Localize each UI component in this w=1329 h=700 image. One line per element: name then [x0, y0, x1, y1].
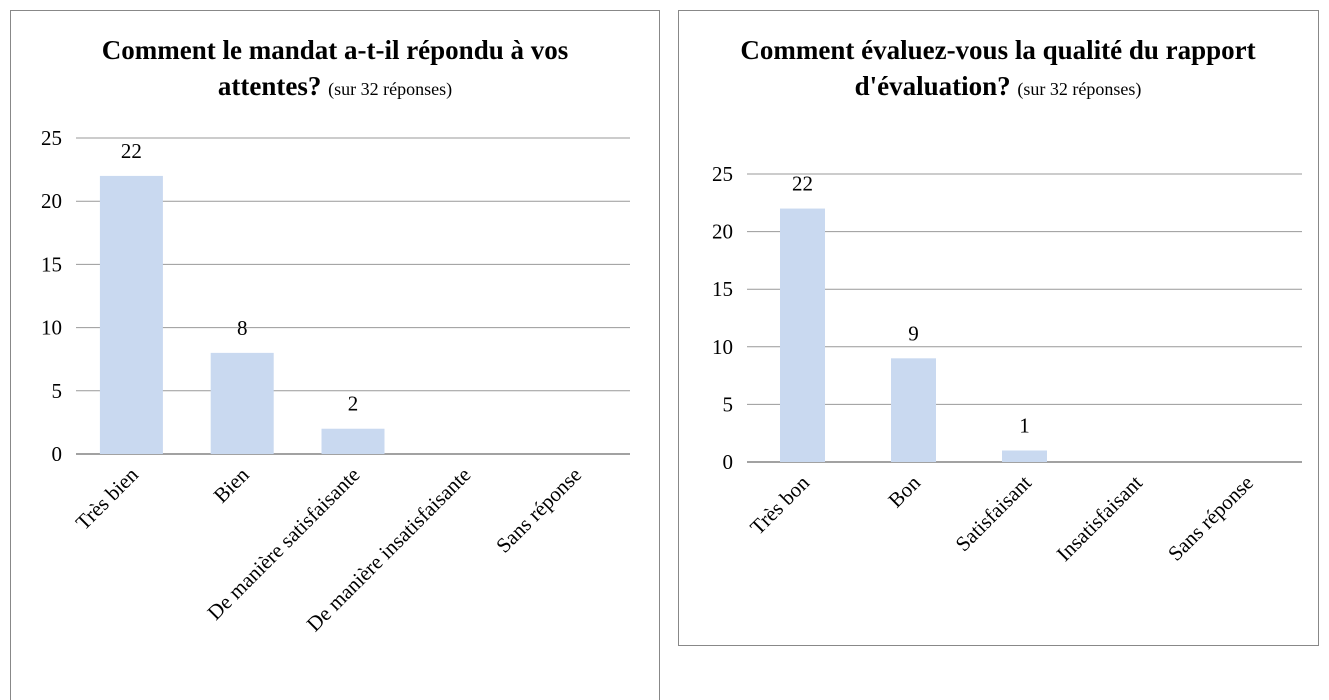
chart-subtitle: (sur 32 réponses) — [1017, 79, 1142, 99]
chart-frame — [10, 10, 660, 700]
x-tick-label: Satisfaisant — [951, 470, 1037, 556]
bar — [210, 352, 274, 454]
y-tick-label: 5 — [52, 379, 63, 403]
y-tick-label: 5 — [723, 392, 734, 416]
bar — [780, 208, 825, 462]
chart-title: Comment le mandat a-t-il répondu à vos a… — [101, 35, 569, 101]
y-tick-label: 0 — [723, 450, 734, 474]
y-tick-label: 0 — [52, 442, 63, 466]
bar — [99, 175, 163, 455]
x-tick-label: Sans réponse — [491, 463, 586, 558]
chart-subtitle: (sur 32 réponses) — [328, 79, 453, 99]
y-tick-label: 10 — [712, 335, 733, 359]
y-tick-label: 10 — [41, 316, 62, 340]
chart-title-box: Comment le mandat a-t-il répondu à vos a… — [70, 32, 600, 107]
bar — [321, 428, 385, 454]
data-label: 9 — [908, 321, 919, 345]
bar — [1002, 450, 1047, 462]
y-tick-label: 15 — [41, 252, 62, 276]
chart-title-box: Comment évaluez-vous la qualité du rappo… — [728, 32, 1268, 107]
y-tick-label: 20 — [712, 220, 733, 244]
data-label: 22 — [121, 139, 142, 163]
x-tick-label: Bon — [883, 470, 925, 512]
data-label: 2 — [348, 392, 359, 416]
chart-frame — [678, 10, 1319, 646]
x-tick-label: Très bon — [745, 470, 814, 539]
data-label: 8 — [237, 316, 248, 340]
y-tick-label: 15 — [712, 277, 733, 301]
bar — [891, 358, 936, 462]
data-label: 1 — [1019, 413, 1030, 437]
x-tick-label: Très bien — [71, 462, 143, 534]
chart-title: Comment évaluez-vous la qualité du rappo… — [740, 35, 1256, 101]
y-tick-label: 25 — [712, 162, 733, 186]
data-label: 22 — [792, 172, 813, 196]
x-tick-label: Insatisfaisant — [1052, 470, 1147, 565]
x-tick-label: Bien — [209, 462, 254, 507]
y-tick-label: 25 — [41, 126, 62, 150]
y-tick-label: 20 — [41, 189, 62, 213]
x-tick-label: Sans réponse — [1163, 471, 1258, 566]
